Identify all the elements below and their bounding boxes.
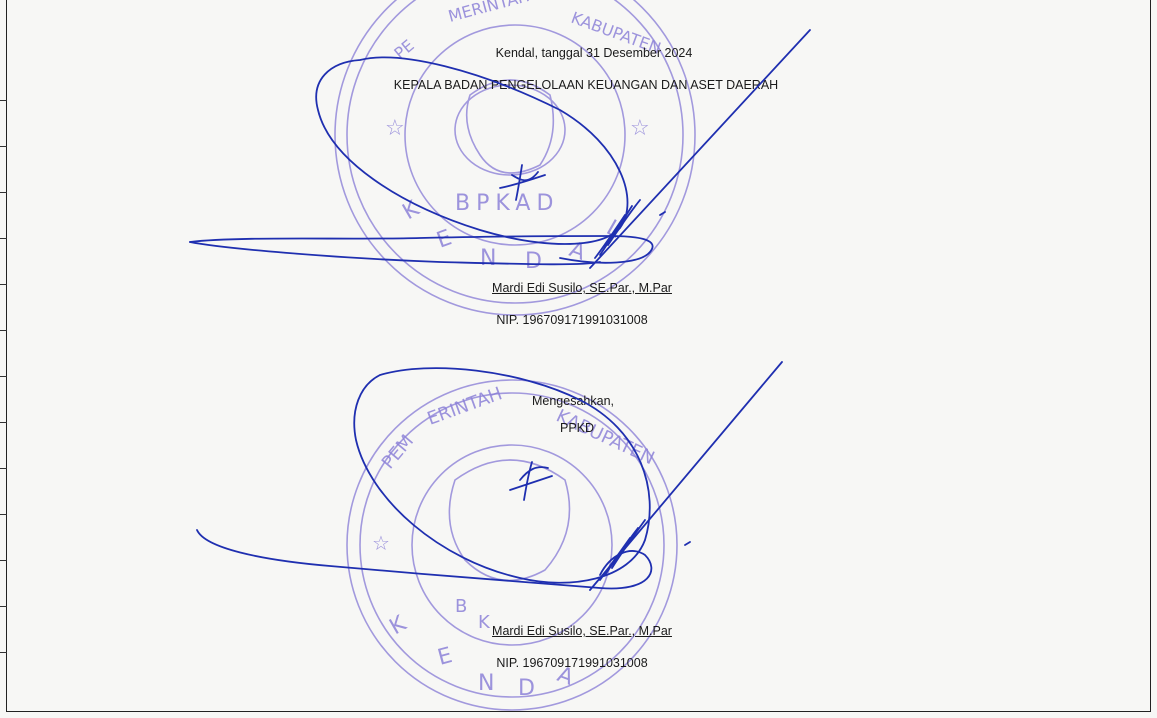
- approval-position: PPKD: [559, 421, 595, 435]
- svg-text:D: D: [518, 676, 535, 701]
- position-title: KEPALA BADAN PENGELOLAAN KEUANGAN DAN AS…: [393, 78, 779, 92]
- page-border: [6, 0, 1151, 712]
- approval-label: Mengesahkan,: [531, 394, 615, 408]
- svg-text:K: K: [478, 612, 491, 633]
- svg-text:☆: ☆: [385, 116, 405, 141]
- svg-text:☆: ☆: [630, 116, 650, 141]
- svg-text:N: N: [478, 671, 494, 696]
- left-table-edge: [0, 80, 7, 712]
- signatory-name-2: Mardi Edi Susilo, SE.Par., M.Par: [492, 624, 672, 638]
- signatory-nip-1: NIP. 196709171991031008: [496, 313, 648, 327]
- svg-text:D: D: [525, 249, 542, 274]
- place-date: Kendal, tanggal 31 Desember 2024: [495, 46, 693, 60]
- signatory-nip-2: NIP. 196709171991031008: [496, 656, 648, 670]
- svg-text:B: B: [455, 596, 467, 617]
- svg-text:☆: ☆: [372, 531, 390, 555]
- signatory-name-1: Mardi Edi Susilo, SE.Par., M.Par: [492, 281, 672, 295]
- svg-text:E: E: [435, 643, 455, 671]
- svg-text:N: N: [480, 246, 496, 271]
- stamp1-center-text: BPKAD: [455, 191, 559, 216]
